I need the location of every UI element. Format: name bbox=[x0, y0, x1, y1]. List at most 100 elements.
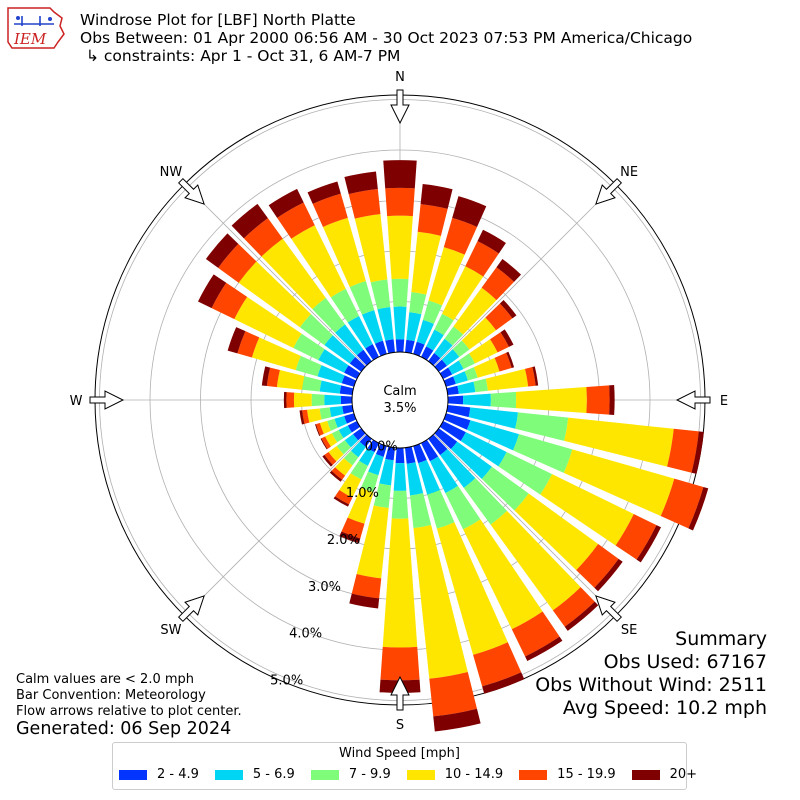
bar-dir10-bin1 bbox=[406, 312, 422, 342]
windrose-bars bbox=[197, 160, 709, 732]
chart-title: Windrose Plot for [LBF] North Platte bbox=[80, 11, 356, 29]
bar-dir210-bin4 bbox=[335, 490, 353, 505]
bar-dir190-bin1 bbox=[379, 458, 394, 486]
radial-tick-1: 1.0% bbox=[346, 486, 379, 501]
bar-dir150-bin5 bbox=[525, 636, 563, 662]
bar-dir350-bin0 bbox=[385, 339, 395, 354]
bar-dir60-bin3 bbox=[469, 339, 498, 364]
bar-dir80-bin1 bbox=[457, 381, 476, 394]
bar-dir80-bin2 bbox=[473, 378, 488, 393]
radial-tick-2: 2.0% bbox=[327, 533, 360, 548]
bar-dir330-bin0 bbox=[365, 344, 379, 361]
iem-logo: IEM bbox=[6, 6, 68, 50]
chart-subtitle-dates: Obs Between: 01 Apr 2000 06:56 AM - 30 O… bbox=[80, 29, 693, 47]
bar-dir190-bin3 bbox=[356, 505, 389, 579]
compass-label-S: S bbox=[396, 718, 404, 733]
bar-dir230-bin3 bbox=[328, 446, 344, 462]
bar-dir60-bin1 bbox=[448, 360, 464, 375]
bar-dir280-bin4 bbox=[266, 367, 280, 388]
bar-dir350-bin4 bbox=[348, 189, 381, 219]
bar-dir160-bin1 bbox=[418, 459, 441, 495]
bar-dir220-bin1 bbox=[350, 441, 366, 458]
bar-dir10-bin4 bbox=[417, 204, 448, 236]
bar-dir140-bin0 bbox=[428, 434, 448, 456]
bar-dir250-bin2 bbox=[327, 418, 338, 431]
bar-dir270-bin4 bbox=[286, 392, 295, 408]
bar-dir300-bin1 bbox=[318, 349, 349, 373]
bar-dir220-bin2 bbox=[343, 450, 359, 466]
bar-dir80-bin0 bbox=[446, 385, 459, 395]
bar-dir90-bin0 bbox=[447, 395, 464, 405]
legend-swatch-1 bbox=[214, 769, 243, 780]
bar-dir10-bin3 bbox=[411, 231, 441, 295]
bar-dir50-bin1 bbox=[441, 349, 460, 366]
bar-dir350-bin3 bbox=[354, 214, 388, 283]
calm-note: Calm values are < 2.0 mph bbox=[16, 672, 195, 687]
bar-dir10-bin5 bbox=[420, 184, 453, 209]
bar-dir120-bin5 bbox=[636, 525, 662, 563]
windrose-overlay: Calm 3.5% bbox=[89, 89, 711, 711]
bar-dir350-bin1 bbox=[377, 307, 394, 341]
bar-dir80-bin3 bbox=[485, 368, 529, 391]
bar-dir60-bin5 bbox=[500, 329, 514, 347]
compass-label-W: W bbox=[70, 394, 83, 409]
grid-spoke-135 bbox=[433, 433, 616, 616]
summary-avg-speed: Avg Speed: 10.2 mph bbox=[562, 697, 767, 719]
bar-dir210-bin3 bbox=[339, 473, 362, 498]
bar-dir100-bin1 bbox=[468, 407, 519, 429]
bar-dir130-bin3 bbox=[514, 493, 599, 571]
bar-dir350-bin5 bbox=[344, 171, 378, 195]
bar-dir260-bin5 bbox=[299, 410, 305, 425]
calm-circle bbox=[351, 351, 449, 449]
legend-item-5: 20+ bbox=[631, 767, 697, 782]
bar-dir230-bin2 bbox=[336, 440, 351, 455]
bar-dir130-bin0 bbox=[434, 428, 458, 450]
flow-arrow-N-icon bbox=[390, 89, 410, 125]
bar-dir220-bin3 bbox=[335, 458, 353, 476]
flow-arrows-note: Flow arrows relative to plot center. bbox=[16, 704, 242, 719]
bar-dir50-bin0 bbox=[434, 359, 448, 372]
bar-dir110-bin2 bbox=[513, 434, 573, 473]
legend-swatch-5 bbox=[631, 769, 660, 780]
bar-dir280-bin3 bbox=[276, 370, 305, 390]
bar-dir310-bin0 bbox=[349, 356, 366, 372]
bar-dir220-bin0 bbox=[359, 434, 372, 448]
bar-dir320-bin3 bbox=[261, 238, 326, 310]
bar-dir320-bin1 bbox=[335, 324, 364, 356]
bar-dir140-bin5 bbox=[564, 601, 599, 631]
bar-dir280-bin2 bbox=[302, 376, 322, 392]
bar-dir210-bin5 bbox=[333, 496, 350, 507]
legend-item-3: 10 - 14.9 bbox=[406, 767, 503, 782]
bar-dir310-bin1 bbox=[324, 335, 356, 364]
bar-dir80-bin4 bbox=[524, 367, 536, 387]
generated-date: Generated: 06 Sep 2024 bbox=[16, 719, 232, 739]
bar-dir280-bin0 bbox=[339, 385, 354, 395]
summary-heading: Summary bbox=[675, 628, 767, 650]
bar-dir190-bin5 bbox=[349, 593, 380, 609]
bar-dir130-bin5 bbox=[594, 558, 623, 592]
bar-dir190-bin4 bbox=[351, 573, 382, 599]
bar-dir90-bin1 bbox=[462, 393, 491, 407]
bar-dir50-bin5 bbox=[499, 300, 517, 319]
bar-dir20-bin5 bbox=[452, 196, 487, 227]
legend-swatch-2 bbox=[310, 769, 339, 780]
bar-dir120-bin4 bbox=[615, 514, 657, 560]
grid-spoke-45 bbox=[433, 184, 616, 367]
legend-title: Wind Speed [mph] bbox=[339, 746, 460, 761]
bar-dir300-bin4 bbox=[211, 282, 248, 320]
bar-dir40-bin5 bbox=[496, 259, 522, 282]
flow-arrow-SE-icon bbox=[595, 595, 623, 623]
bar-dir40-bin4 bbox=[481, 267, 515, 301]
bar-dir300-bin3 bbox=[234, 296, 302, 348]
bar-dir200-bin4 bbox=[341, 517, 365, 539]
bar-dir10-bin2 bbox=[409, 291, 427, 315]
bar-dir0-bin3 bbox=[387, 215, 413, 280]
bar-dir250-bin1 bbox=[334, 416, 347, 428]
bar-dir210-bin1 bbox=[359, 448, 375, 466]
calm-label: Calm bbox=[383, 384, 416, 399]
bar-dir140-bin1 bbox=[440, 449, 476, 488]
bar-dir260-bin3 bbox=[307, 408, 322, 423]
legend-items: 2 - 4.9 5 - 6.9 7 - 9.9 10 - 14.9 15 - 19.9 2… bbox=[119, 767, 713, 782]
legend-label-0: 2 - 4.9 bbox=[157, 767, 199, 782]
bar-dir240-bin4 bbox=[321, 436, 331, 449]
